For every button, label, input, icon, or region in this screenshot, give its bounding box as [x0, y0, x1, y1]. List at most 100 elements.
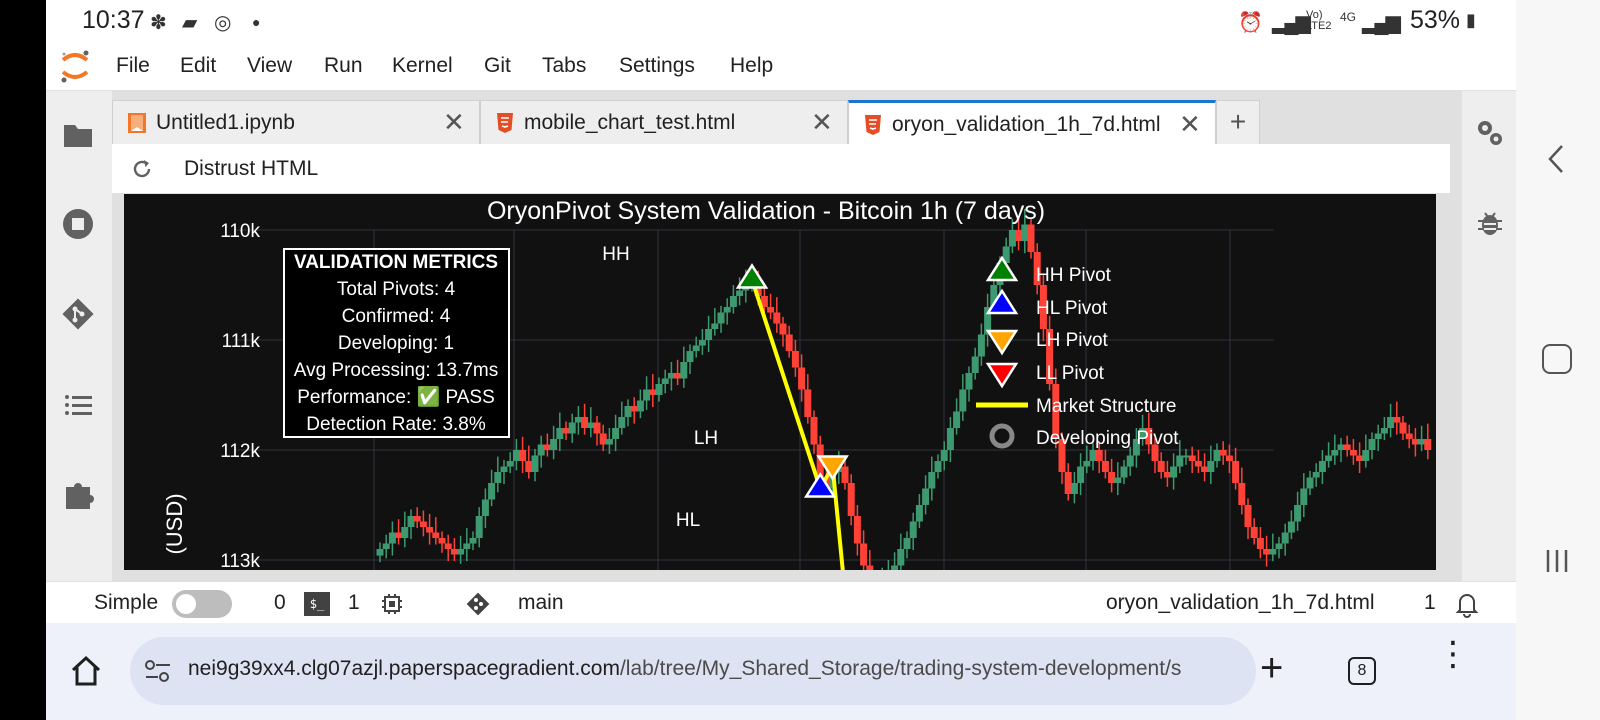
- candle-body: [1306, 477, 1314, 489]
- tab-bar: Untitled1.ipynb ✕ mobile_chart_test.html…: [112, 100, 1462, 144]
- tab-label: Untitled1.ipynb: [156, 111, 295, 134]
- home-icon[interactable]: [68, 653, 104, 689]
- url-text[interactable]: nei9g39xx4.clg07azjl.paperspacegradient.…: [188, 657, 1181, 681]
- candle-body: [1312, 472, 1320, 478]
- candle-body: [1170, 466, 1178, 478]
- table-of-contents-icon[interactable]: [58, 385, 98, 425]
- candle-body: [1182, 455, 1190, 458]
- candle-body: [1064, 472, 1072, 494]
- tab-switcher-button[interactable]: 8: [1348, 657, 1376, 685]
- metrics-heading: VALIDATION METRICS: [294, 252, 498, 273]
- candle-body: [934, 461, 942, 472]
- distrust-html-button[interactable]: Distrust HTML: [184, 157, 319, 180]
- candle-body: [1287, 521, 1295, 533]
- home-button-icon[interactable]: [1542, 344, 1572, 374]
- new-browser-tab-icon[interactable]: +: [1260, 646, 1284, 690]
- left-sidebar: [46, 91, 112, 581]
- candle-body: [568, 422, 576, 434]
- recents-icon[interactable]: [1540, 544, 1574, 578]
- bell-icon[interactable]: [1452, 589, 1482, 619]
- candle-body: [1219, 450, 1227, 456]
- candle-body: [581, 417, 589, 428]
- candlestick-chart[interactable]: OryonPivot System Validation - Bitcoin 1…: [124, 194, 1436, 570]
- candle-body: [1250, 527, 1258, 538]
- metric-performance: Performance: ✅ PASS: [297, 385, 495, 408]
- simple-mode-toggle[interactable]: [172, 590, 232, 618]
- candle-body: [587, 422, 595, 428]
- menu-view[interactable]: View: [247, 54, 293, 77]
- menu-file[interactable]: File: [116, 54, 150, 77]
- y-tick-label: 113k: [220, 551, 260, 570]
- candle-body: [798, 367, 806, 390]
- candle-body: [977, 334, 985, 357]
- tab-label: oryon_validation_1h_7d.html: [892, 113, 1161, 136]
- candle-body: [531, 455, 539, 472]
- candle-body: [804, 389, 812, 417]
- running-terminals-icon[interactable]: [58, 204, 98, 244]
- legend-ll-marker: [985, 362, 1019, 389]
- back-icon[interactable]: [1542, 142, 1572, 176]
- candle-body: [661, 378, 669, 384]
- candle-body: [1331, 450, 1339, 456]
- candle-body: [1151, 444, 1159, 461]
- jupyter-logo-icon[interactable]: [58, 48, 92, 84]
- android-navigation-bar: [1516, 0, 1600, 720]
- close-icon[interactable]: ✕: [811, 107, 833, 137]
- terminal-icon[interactable]: $_: [304, 592, 330, 616]
- right-sidebar: [1462, 91, 1516, 581]
- candle-body: [457, 549, 465, 555]
- y-tick-label: 111k: [222, 331, 261, 352]
- legend-hl-label: HL Pivot: [1036, 298, 1108, 319]
- tab-oryon-validation[interactable]: oryon_validation_1h_7d.html ✕: [848, 100, 1216, 144]
- menu-git[interactable]: Git: [484, 54, 511, 77]
- candle-body: [543, 444, 551, 450]
- menu-help[interactable]: Help: [730, 54, 774, 77]
- candle-body: [525, 461, 533, 472]
- folder-icon[interactable]: [58, 115, 98, 155]
- git-icon[interactable]: [58, 294, 98, 334]
- candle-body: [767, 307, 775, 313]
- status-bar: 10:37 ✽ ▰ ◎ ● ⏰ ▂▄▆ Vo) LTE2 4G ▂▄▆ 53% …: [46, 0, 1516, 42]
- menu-kernel[interactable]: Kernel: [392, 54, 453, 77]
- terminal-count[interactable]: 1: [348, 591, 360, 614]
- tab-untitled-notebook[interactable]: Untitled1.ipynb ✕: [112, 100, 480, 144]
- git-branch-icon[interactable]: [464, 590, 492, 618]
- close-icon[interactable]: ✕: [1179, 109, 1201, 139]
- extension-manager-icon[interactable]: [58, 475, 98, 515]
- candle-body: [1393, 417, 1401, 423]
- new-tab-button[interactable]: +: [1216, 100, 1260, 144]
- browser-menu-icon[interactable]: ⋮: [1436, 635, 1470, 673]
- candle-body: [624, 406, 632, 417]
- debugger-bug-icon[interactable]: [1474, 207, 1506, 239]
- git-branch-name[interactable]: main: [518, 591, 564, 614]
- close-icon[interactable]: ✕: [443, 107, 465, 137]
- property-inspector-icon[interactable]: [1474, 117, 1506, 149]
- candle-body: [494, 472, 502, 483]
- menu-edit[interactable]: Edit: [180, 54, 217, 77]
- refresh-icon[interactable]: [130, 157, 154, 181]
- candle-body: [1027, 224, 1035, 252]
- candle-body: [847, 483, 855, 516]
- candle-body: [1039, 285, 1047, 329]
- candle-body: [1176, 455, 1184, 467]
- candle-body: [1083, 461, 1091, 467]
- metric-detection-rate: Detection Rate: 3.8%: [306, 414, 486, 435]
- signal-icon-2: ▂▄▆: [1362, 12, 1401, 34]
- candle-body: [1033, 252, 1041, 285]
- menu-settings[interactable]: Settings: [619, 54, 695, 77]
- candle-body: [636, 400, 644, 412]
- metric-confirmed: Confirmed: 4: [342, 306, 451, 327]
- site-settings-icon[interactable]: [144, 659, 172, 683]
- alarm-icon: ⏰: [1238, 12, 1263, 34]
- candle-body: [903, 538, 911, 549]
- menu-tabs[interactable]: Tabs: [542, 54, 587, 77]
- menu-run[interactable]: Run: [324, 54, 363, 77]
- cpu-icon[interactable]: [380, 592, 404, 616]
- tab-mobile-chart-test[interactable]: mobile_chart_test.html ✕: [480, 100, 848, 144]
- kernel-count[interactable]: 0: [274, 591, 286, 614]
- url-field[interactable]: nei9g39xx4.clg07azjl.paperspacegradient.…: [130, 637, 1256, 705]
- notebook-icon: [128, 113, 146, 133]
- candle-body: [866, 565, 874, 570]
- legend-developing-marker: [989, 423, 1015, 449]
- jupyterlab-statusbar: Simple 0 $_ 1 main oryon_validation_1h_7…: [46, 581, 1516, 623]
